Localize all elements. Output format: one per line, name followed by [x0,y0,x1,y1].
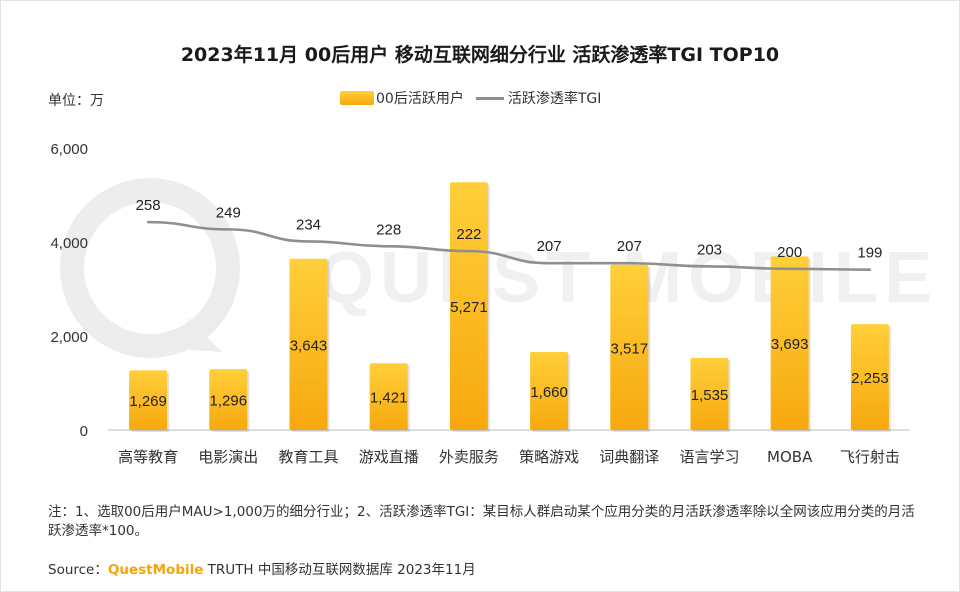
tgi-value-label: 228 [376,221,401,238]
bar-value-label: 3,693 [771,336,809,353]
bar-value-label: 1,421 [370,390,408,407]
bar-value-label: 1,535 [691,387,729,404]
bar [369,363,408,430]
tgi-value-label: 203 [697,241,722,258]
bar-value-label: 1,296 [210,393,248,410]
bar-value-label: 3,643 [290,337,328,354]
bar [289,258,328,430]
source-line: Source：QuestMobile TRUTH 中国移动互联网数据库 2023… [48,558,476,578]
bar-value-label: 2,253 [851,370,889,387]
tgi-value-label: 200 [777,244,802,261]
x-category-label: MOBA [767,448,813,466]
legend-bar-swatch [340,91,374,105]
legend-bar-label: 00后活跃用户 [376,91,464,107]
source-rest: TRUTH 中国移动互联网数据库 2023年11月 [203,562,476,578]
bar [129,370,168,430]
tgi-value-label: 258 [136,197,161,214]
source-brand: QuestMobile [107,562,204,578]
tgi-value-label: 234 [296,216,321,233]
source-prefix: Source： [48,562,108,578]
x-category-label: 游戏直播 [359,448,419,466]
bar [770,256,809,430]
bar [690,357,729,430]
x-category-label: 外卖服务 [439,448,499,466]
bar [209,369,248,430]
legend-line-label: 活跃渗透率TGI [507,91,602,107]
bar [530,351,569,430]
x-category-label: 教育工具 [278,448,338,466]
tgi-value-label: 207 [537,238,562,255]
watermark: QUEST MOBILE [60,178,932,358]
bar-value-label: 1,269 [129,393,167,410]
bar-value-label: 3,517 [611,340,649,357]
bar [610,264,649,430]
legend-line-swatch [475,96,504,100]
x-category-label: 飞行射击 [840,448,900,466]
legend: 00后活跃用户 活跃渗透率TGI [340,88,601,108]
footnote: 注：1、选取00后用户MAU>1,000万的细分行业；2、活跃渗透率TGI：某目… [48,504,915,539]
chart-plot: QUEST MOBILE 0 2,000 4,000 6,000 1,269 高等教育 1… [50,141,932,466]
chart-title: 2023年11月 00后用户 移动互联网细分行业 活跃渗透率TGI TOP10 [180,44,780,66]
y-tick-label: 0 [80,423,88,440]
y-tick-label: 2,000 [50,329,88,346]
unit-label: 单位：万 [48,93,104,109]
tgi-value-label: 249 [216,204,241,221]
x-category-label: 词典翻译 [599,448,659,466]
bar [850,324,889,430]
tgi-value-label: 199 [857,245,882,262]
bar [449,182,488,430]
y-tick-label: 4,000 [50,235,88,252]
bar-value-label: 1,660 [530,384,568,401]
y-tick-label: 6,000 [50,141,88,158]
tgi-line [146,220,872,271]
tgi-value-label: 222 [456,226,481,243]
x-category-label: 高等教育 [118,448,178,466]
x-category-label: 策略游戏 [519,448,579,466]
x-category-label: 电影演出 [198,448,258,466]
tgi-value-label: 207 [617,238,642,255]
bar-value-label: 5,271 [450,299,488,316]
x-category-label: 语言学习 [679,448,739,466]
